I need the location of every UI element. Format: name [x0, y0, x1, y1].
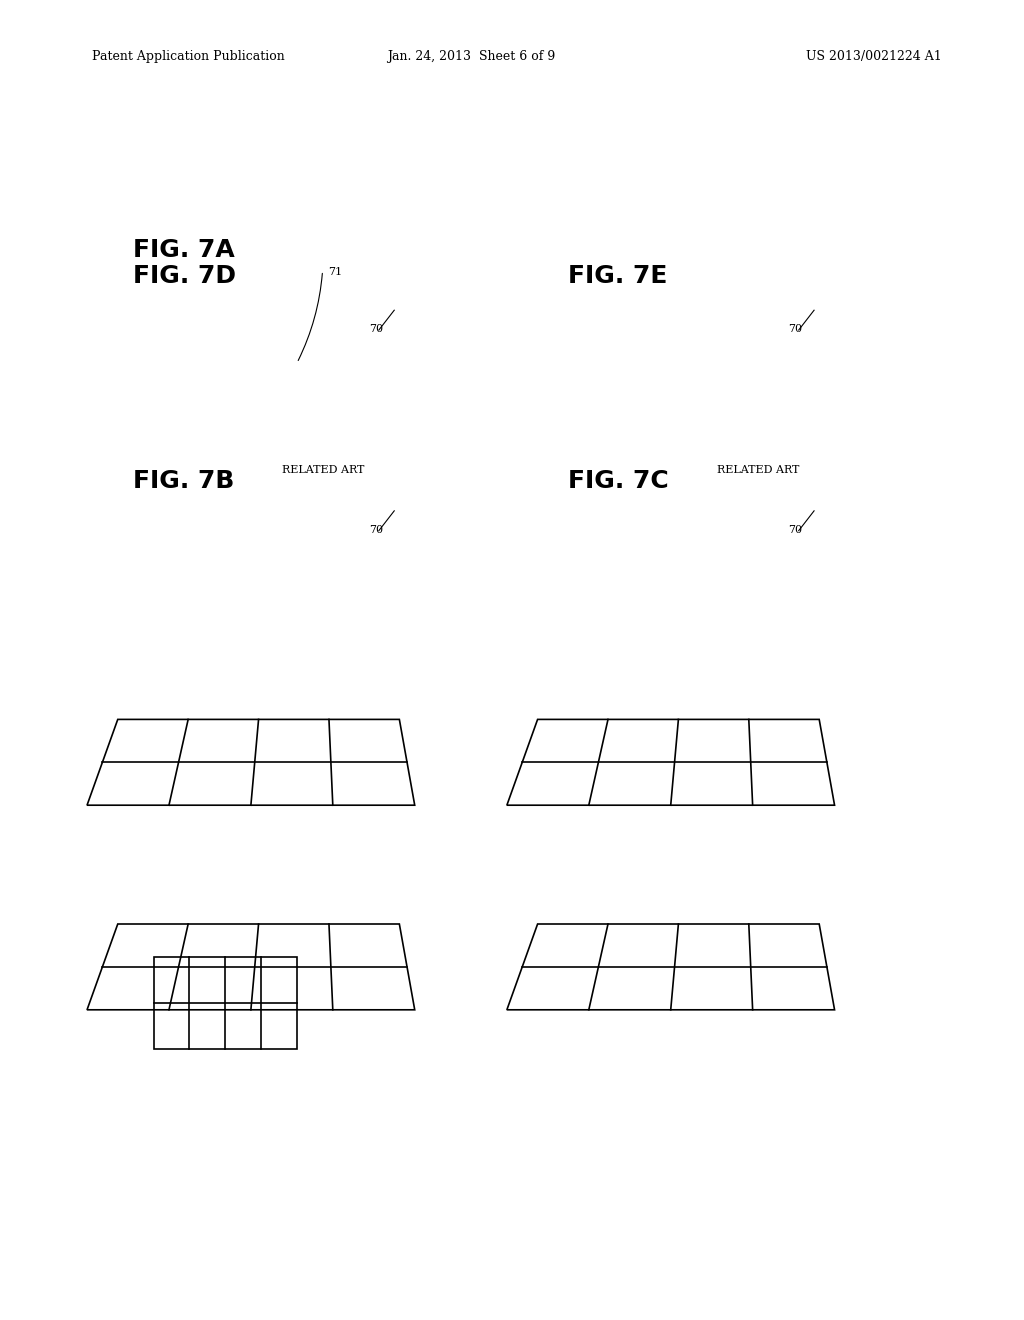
Text: RELATED ART: RELATED ART [282, 465, 364, 475]
Text: 70: 70 [788, 524, 803, 535]
Text: FIG. 7A: FIG. 7A [133, 238, 234, 261]
Text: FIG. 7C: FIG. 7C [568, 469, 669, 492]
Text: 70: 70 [788, 323, 803, 334]
Text: 71: 71 [328, 267, 342, 277]
Text: FIG. 7E: FIG. 7E [568, 264, 668, 288]
Text: Jan. 24, 2013  Sheet 6 of 9: Jan. 24, 2013 Sheet 6 of 9 [387, 50, 555, 63]
Text: RELATED ART: RELATED ART [717, 465, 799, 475]
Text: US 2013/0021224 A1: US 2013/0021224 A1 [806, 50, 942, 63]
Text: Patent Application Publication: Patent Application Publication [92, 50, 285, 63]
Text: FIG. 7B: FIG. 7B [133, 469, 234, 492]
Text: FIG. 7D: FIG. 7D [133, 264, 237, 288]
Text: 70: 70 [369, 323, 383, 334]
Text: 70: 70 [369, 524, 383, 535]
